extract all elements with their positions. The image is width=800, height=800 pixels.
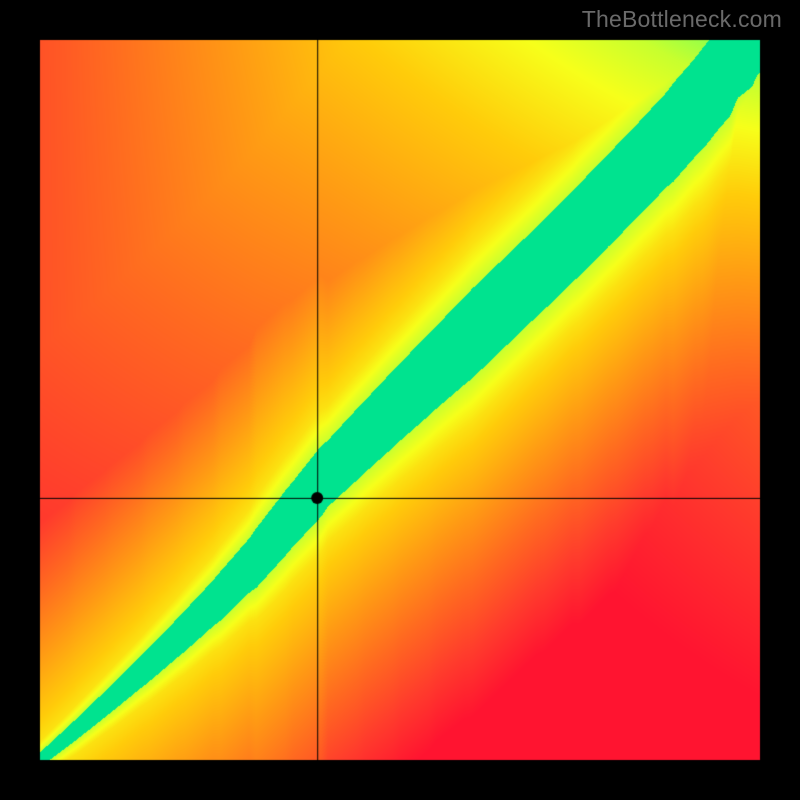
chart-container: TheBottleneck.com [0, 0, 800, 800]
attribution-text: TheBottleneck.com [582, 6, 782, 33]
bottleneck-heatmap [0, 0, 800, 800]
